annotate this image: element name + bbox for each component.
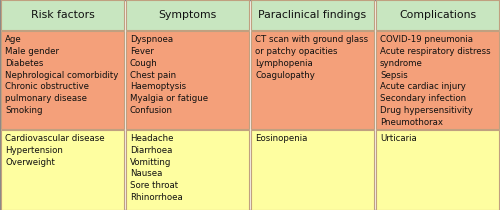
Text: Age
Male gender
Diabetes
Nephrological comorbidity
Chronic obstructive
pulmonary: Age Male gender Diabetes Nephrological c… (5, 35, 118, 115)
Text: Eosinopenia: Eosinopenia (255, 134, 308, 143)
Bar (126, 0, 249, 30)
Text: Paraclinical findings: Paraclinical findings (258, 10, 366, 20)
Bar (376, 0, 499, 30)
Bar (376, 32, 499, 129)
Bar (251, 130, 374, 210)
Text: Dyspnoea
Fever
Cough
Chest pain
Haemoptysis
Myalgia or fatigue
Confusion: Dyspnoea Fever Cough Chest pain Haemopty… (130, 35, 208, 115)
Text: CT scan with ground glass
or patchy opacities
Lymphopenia
Coagulopathy: CT scan with ground glass or patchy opac… (255, 35, 368, 80)
Bar (251, 0, 374, 30)
Text: Cardiovascular disease
Hypertension
Overweight: Cardiovascular disease Hypertension Over… (5, 134, 104, 167)
Bar (126, 130, 249, 210)
Bar (1, 0, 124, 30)
Bar (376, 130, 499, 210)
Text: Symptoms: Symptoms (158, 10, 216, 20)
Bar (251, 32, 374, 129)
Bar (1, 130, 124, 210)
Bar (126, 32, 249, 129)
Bar (1, 32, 124, 129)
Text: Risk factors: Risk factors (30, 10, 94, 20)
Text: Urticaria: Urticaria (380, 134, 417, 143)
Text: Headache
Diarrhoea
Vomitting
Nausea
Sore throat
Rhinorrhoea: Headache Diarrhoea Vomitting Nausea Sore… (130, 134, 183, 202)
Text: Complications: Complications (399, 10, 476, 20)
Text: COVID-19 pneumonia
Acute respiratory distress
syndrome
Sepsis
Acute cardiac inju: COVID-19 pneumonia Acute respiratory dis… (380, 35, 490, 127)
